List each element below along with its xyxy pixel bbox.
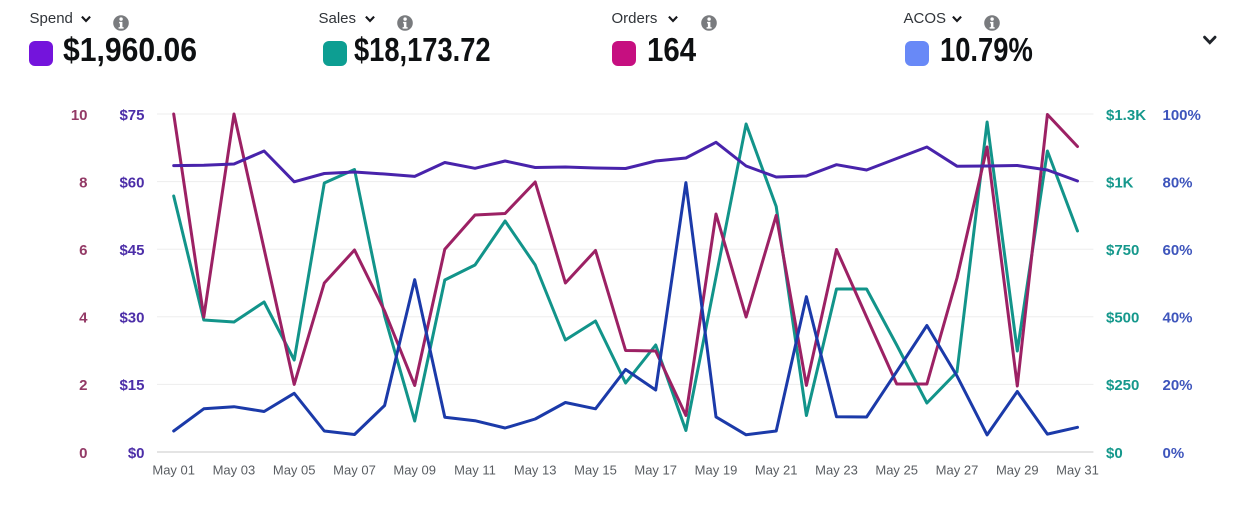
svg-text:$15: $15: [119, 377, 144, 394]
svg-text:May 09: May 09: [393, 462, 436, 477]
svg-text:100%: 100%: [1163, 107, 1201, 124]
svg-text:$750: $750: [1106, 242, 1139, 259]
svg-text:May 11: May 11: [454, 462, 496, 477]
svg-text:May 25: May 25: [875, 462, 918, 477]
svg-text:May 31: May 31: [1056, 462, 1099, 477]
svg-text:$500: $500: [1106, 310, 1139, 327]
svg-text:$30: $30: [119, 310, 144, 327]
svg-text:4: 4: [79, 310, 88, 327]
svg-text:$0: $0: [1106, 445, 1123, 462]
svg-text:May 01: May 01: [152, 462, 195, 477]
svg-text:May 07: May 07: [333, 462, 376, 477]
svg-text:60%: 60%: [1163, 242, 1193, 259]
svg-text:8: 8: [79, 174, 87, 191]
svg-text:May 21: May 21: [755, 462, 798, 477]
svg-text:2: 2: [79, 377, 87, 394]
svg-text:6: 6: [79, 242, 87, 259]
svg-text:$45: $45: [119, 242, 144, 259]
svg-text:$1K: $1K: [1106, 174, 1134, 191]
svg-text:0: 0: [79, 445, 87, 462]
svg-text:40%: 40%: [1163, 310, 1193, 327]
svg-text:20%: 20%: [1163, 377, 1193, 394]
svg-text:80%: 80%: [1163, 174, 1193, 191]
svg-text:May 13: May 13: [514, 462, 557, 477]
svg-text:$0: $0: [128, 445, 145, 462]
svg-text:$250: $250: [1106, 377, 1139, 394]
svg-text:May 23: May 23: [815, 462, 858, 477]
svg-text:May 03: May 03: [213, 462, 256, 477]
svg-text:10: 10: [71, 107, 88, 124]
svg-text:May 15: May 15: [574, 462, 617, 477]
svg-text:May 19: May 19: [695, 462, 738, 477]
svg-text:May 29: May 29: [996, 462, 1039, 477]
svg-text:$1.3K: $1.3K: [1106, 107, 1146, 124]
svg-text:$60: $60: [119, 174, 144, 191]
svg-text:$75: $75: [119, 107, 144, 124]
svg-text:May 27: May 27: [936, 462, 979, 477]
svg-text:0%: 0%: [1163, 445, 1185, 462]
svg-text:May 17: May 17: [634, 462, 677, 477]
svg-text:May 05: May 05: [273, 462, 316, 477]
